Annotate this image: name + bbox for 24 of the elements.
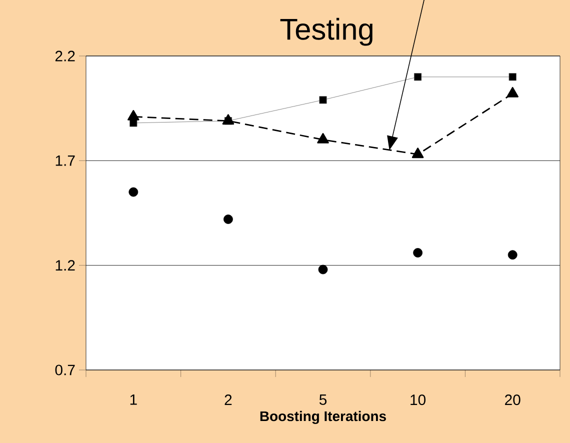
x-tick-label: 20: [505, 394, 520, 406]
point: [128, 187, 138, 197]
point: [130, 119, 138, 127]
y-tick-label: 0.7: [55, 364, 75, 376]
y-tick-label: 2.2: [55, 50, 75, 62]
x-axis-title: Boosting Iterations: [260, 410, 386, 424]
text: Testing: [280, 18, 372, 46]
y-tick-label: 1.7: [56, 156, 75, 166]
point: [413, 248, 423, 258]
point: [506, 86, 519, 98]
point: [508, 250, 518, 260]
point: [414, 73, 422, 81]
point: [317, 133, 329, 144]
y-tick-label: 1.2: [56, 260, 75, 271]
x-tick-label: 5: [319, 394, 327, 405]
x-tick-label: 2: [224, 394, 232, 405]
x-tick-label: 1: [130, 394, 137, 405]
point: [318, 264, 328, 274]
point: [224, 214, 233, 224]
point: [412, 148, 424, 158]
point: [508, 73, 516, 81]
x-tick-label: 10: [410, 394, 426, 406]
point: [319, 96, 327, 104]
point: [128, 110, 140, 120]
